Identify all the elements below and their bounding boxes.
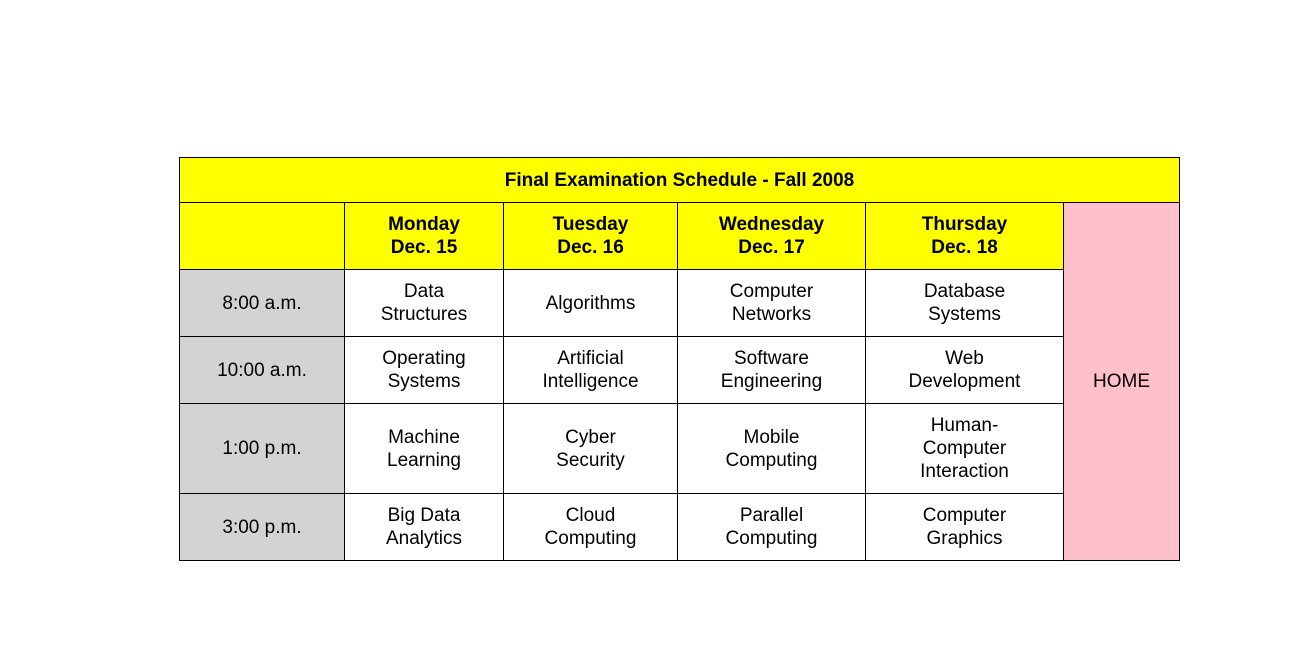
course-cell: Web Development: [865, 336, 1064, 404]
course-line: Structures: [380, 304, 468, 325]
day-name: Tuesday: [552, 214, 629, 235]
time-slot: 10:00 a.m.: [179, 336, 345, 404]
day-header-tuesday: Tuesday Dec. 16: [503, 202, 678, 270]
course-cell: Computer Networks: [677, 269, 866, 337]
course-cell: Database Systems: [865, 269, 1064, 337]
course-line: Networks: [731, 304, 812, 325]
day-date: Dec. 16: [557, 237, 624, 258]
schedule-row-2: 1:00 p.m. Machine Learning Cyber Securit…: [179, 403, 1180, 494]
schedule-row-0: 8:00 a.m. Data Structures Algorithms Com…: [179, 269, 1180, 337]
time-slot: 1:00 p.m.: [179, 403, 345, 494]
day-name: Wednesday: [718, 214, 825, 235]
home-link[interactable]: HOME: [1063, 202, 1180, 561]
course-line: Computing: [725, 449, 818, 471]
course-line: Engineering: [720, 371, 823, 392]
course-line: Computer: [729, 281, 814, 302]
course-line: Graphics: [926, 528, 1003, 549]
course-line: Analytics: [385, 528, 463, 549]
schedule-title: Final Examination Schedule - Fall 2008: [179, 157, 1180, 203]
time-slot: 8:00 a.m.: [179, 269, 345, 337]
course-cell: Algorithms: [503, 269, 678, 337]
course-line: Data: [403, 281, 445, 302]
course-line: Interaction: [920, 461, 1009, 482]
course-line: Web: [945, 348, 984, 369]
course-cell: Big Data Analytics: [344, 493, 504, 561]
title-row: Final Examination Schedule - Fall 2008: [179, 157, 1180, 203]
course-cell: Cloud Computing: [503, 493, 678, 561]
course-cell: Machine Learning: [344, 403, 504, 494]
day-header-monday: Monday Dec. 15: [344, 202, 504, 270]
course-line: Cloud: [565, 505, 616, 526]
course-cell: Computer Graphics: [865, 493, 1064, 561]
day-header-wednesday: Wednesday Dec. 17: [677, 202, 866, 270]
course-line: Development: [908, 371, 1021, 392]
exam-schedule-table: Final Examination Schedule - Fall 2008 M…: [179, 157, 1180, 561]
day-header-thursday: Thursday Dec. 18: [865, 202, 1064, 270]
course-cell: Operating Systems: [344, 336, 504, 404]
course-line: Systems: [387, 371, 461, 392]
day-date: Dec. 15: [390, 237, 458, 258]
day-date: Dec. 17: [738, 237, 805, 258]
course-line: Intelligence: [542, 371, 639, 392]
day-name: Monday: [388, 214, 460, 235]
course-line: Artificial: [557, 348, 624, 369]
course-line: Operating: [382, 348, 466, 369]
schedule-row-3: 3:00 p.m. Big Data Analytics Cloud Compu…: [179, 493, 1180, 561]
course-line: Big Data: [387, 505, 461, 526]
course-line: Computing: [544, 528, 637, 549]
course-line: Parallel: [739, 505, 804, 526]
time-slot: 3:00 p.m.: [179, 493, 345, 561]
course-line: Database: [923, 281, 1006, 302]
course-cell: Cyber Security: [503, 403, 678, 494]
schedule-row-1: 10:00 a.m. Operating Systems Artificial …: [179, 336, 1180, 404]
course-line: Systems: [928, 304, 1001, 325]
course-line: Software: [734, 348, 809, 369]
course-line: Learning: [387, 449, 461, 471]
day-header-row: Monday Dec. 15 Tuesday Dec. 16 Wednesday…: [179, 202, 1180, 561]
course-cell: Artificial Intelligence: [503, 336, 678, 404]
course-cell: Parallel Computing: [677, 493, 866, 561]
course-line: Machine: [388, 426, 460, 448]
course-line: Algorithms: [545, 292, 636, 314]
day-name: Thursday: [921, 214, 1008, 235]
course-cell: Mobile Computing: [677, 403, 866, 494]
course-line: Cyber: [565, 426, 616, 448]
corner-cell: [179, 202, 345, 270]
course-cell: Human- Computer Interaction: [865, 403, 1064, 494]
course-line: Human-: [930, 415, 999, 436]
course-line: Mobile: [743, 426, 800, 448]
course-cell: Data Structures: [344, 269, 504, 337]
course-line: Security: [556, 449, 625, 471]
course-line: Computer: [922, 505, 1007, 526]
day-date: Dec. 18: [931, 237, 998, 258]
course-line: Computer: [922, 438, 1007, 459]
course-line: Computing: [725, 528, 818, 549]
course-cell: Software Engineering: [677, 336, 866, 404]
